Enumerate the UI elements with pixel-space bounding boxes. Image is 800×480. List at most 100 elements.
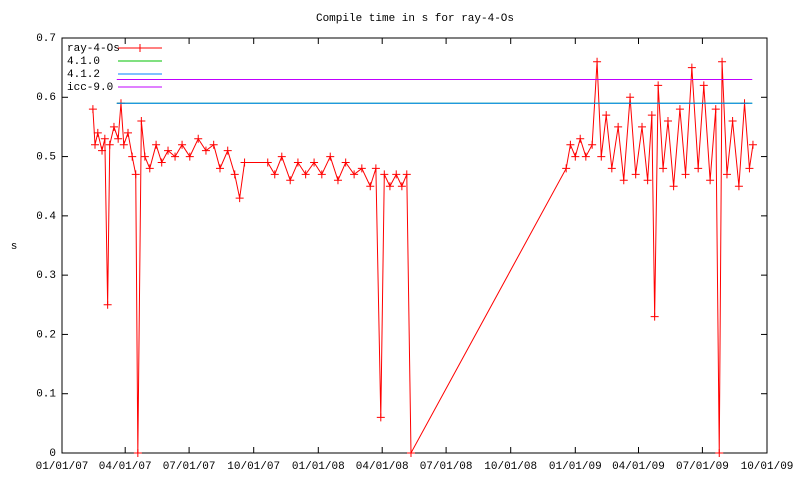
point-marker: [722, 170, 731, 179]
point-marker: [571, 152, 580, 161]
point-marker: [240, 158, 249, 167]
y-tick-label: 0.3: [36, 270, 56, 282]
point-marker: [643, 176, 652, 185]
point-marker: [230, 170, 239, 179]
point-marker: [100, 134, 109, 143]
point-marker: [194, 134, 203, 143]
point-marker: [607, 164, 616, 173]
point-marker: [326, 152, 335, 161]
chart-title: Compile time in s for ray-4-Os: [316, 13, 514, 25]
point-marker: [602, 111, 611, 120]
legend-label: icc-9.0: [67, 82, 113, 94]
legend-label: 4.1.0: [67, 56, 100, 68]
point-marker: [333, 176, 342, 185]
y-tick-label: 0.7: [36, 33, 56, 45]
point-marker: [699, 81, 708, 90]
x-tick-label: 01/01/07: [36, 461, 89, 473]
point-marker: [371, 164, 380, 173]
point-marker: [687, 63, 696, 72]
point-marker: [270, 170, 279, 179]
point-marker: [357, 164, 366, 173]
point-marker: [223, 146, 232, 155]
x-tick-label: 04/01/09: [612, 461, 665, 473]
x-tick-label: 07/01/09: [676, 461, 729, 473]
point-marker: [263, 158, 272, 167]
point-marker: [734, 182, 743, 191]
point-marker: [137, 117, 146, 125]
point-marker: [103, 300, 112, 309]
y-tick-label: 0.6: [36, 92, 56, 104]
point-marker: [397, 182, 406, 191]
point-marker: [293, 158, 302, 167]
point-marker: [669, 182, 678, 191]
point-marker: [164, 146, 173, 155]
x-tick-label: 04/01/08: [356, 461, 409, 473]
y-axis-label: s: [11, 241, 18, 253]
point-marker: [109, 122, 118, 131]
point-marker: [93, 128, 102, 137]
point-marker: [366, 182, 375, 191]
x-tick-label: 10/01/08: [484, 461, 537, 473]
point-marker: [681, 170, 690, 179]
point-marker: [350, 170, 359, 179]
point-marker: [728, 117, 737, 125]
point-marker: [185, 152, 194, 161]
point-marker: [402, 170, 411, 179]
y-tick-label: 0.4: [36, 211, 56, 223]
point-marker: [152, 140, 161, 149]
point-marker: [178, 140, 187, 149]
point-marker: [385, 182, 394, 191]
y-tick-label: 0.2: [36, 329, 56, 341]
legend-label: ray-4-Os: [67, 43, 120, 55]
point-marker: [706, 176, 715, 185]
point-marker: [209, 140, 218, 149]
point-marker: [277, 152, 286, 161]
point-marker: [124, 128, 133, 137]
legend-marker: [136, 44, 144, 52]
point-marker: [380, 170, 389, 179]
point-marker: [105, 140, 114, 149]
point-marker: [301, 170, 310, 179]
point-marker: [235, 194, 244, 203]
point-marker: [310, 158, 319, 167]
point-marker: [715, 449, 724, 457]
point-marker: [619, 176, 628, 185]
point-marker: [631, 170, 640, 179]
point-marker: [88, 105, 97, 114]
point-marker: [711, 105, 720, 114]
point-marker: [157, 158, 166, 167]
point-marker: [675, 105, 684, 114]
x-tick-label: 10/01/07: [227, 461, 280, 473]
point-marker: [140, 152, 149, 161]
point-marker: [626, 93, 635, 102]
point-marker: [376, 413, 385, 422]
point-marker: [317, 170, 326, 179]
point-marker: [576, 134, 585, 143]
point-marker: [341, 158, 350, 167]
y-tick-label: 0: [49, 448, 56, 460]
point-marker: [597, 152, 606, 161]
point-marker: [566, 140, 575, 149]
point-marker: [745, 164, 754, 173]
x-tick-label: 07/01/07: [163, 461, 216, 473]
point-marker: [145, 164, 154, 173]
point-marker: [614, 122, 623, 131]
point-marker: [588, 140, 597, 149]
point-marker: [718, 57, 727, 66]
x-tick-label: 01/01/08: [292, 461, 345, 473]
point-marker: [171, 152, 180, 161]
point-marker: [286, 176, 295, 185]
point-marker: [562, 164, 571, 173]
x-tick-label: 07/01/08: [420, 461, 473, 473]
point-marker: [650, 312, 659, 321]
point-marker: [694, 164, 703, 173]
x-tick-label: 04/01/07: [99, 461, 152, 473]
y-tick-label: 0.5: [36, 151, 56, 163]
point-marker: [581, 152, 590, 161]
point-marker: [647, 111, 656, 120]
point-marker: [406, 449, 415, 457]
point-marker: [663, 117, 672, 125]
point-marker: [133, 449, 142, 457]
